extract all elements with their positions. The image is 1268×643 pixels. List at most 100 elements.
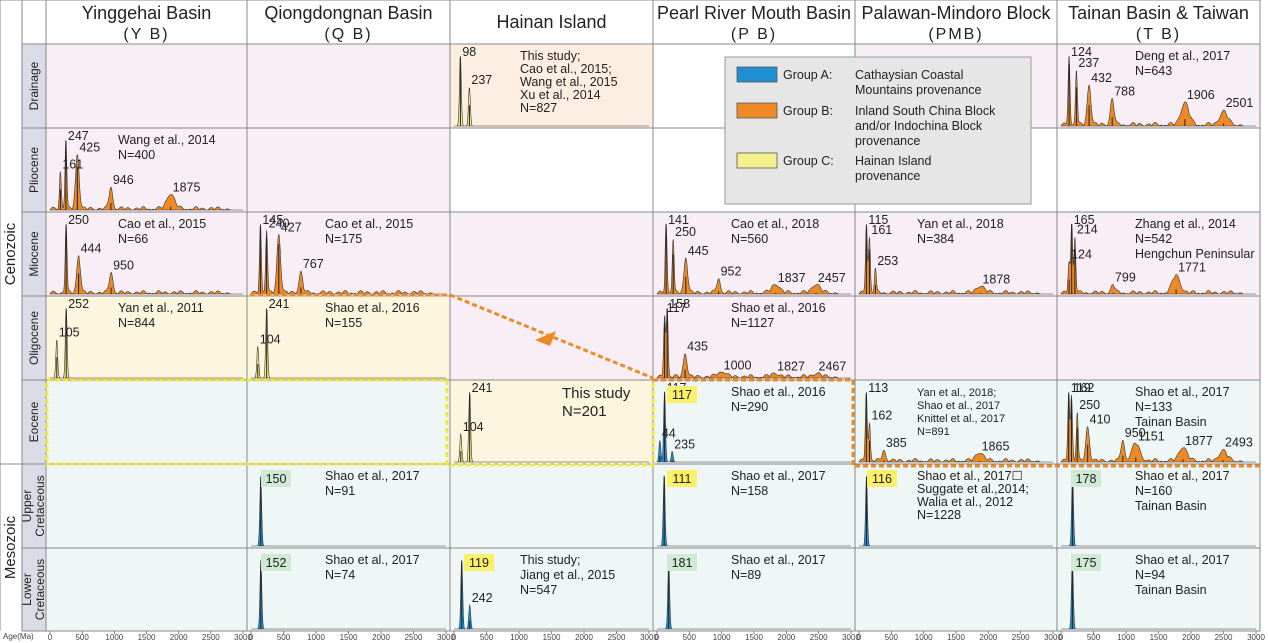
legend-swatch-group-A bbox=[736, 66, 778, 83]
kde-area-QB-upper_cretaceous bbox=[251, 476, 446, 547]
highlight-badge-PB-upper_cretaceous bbox=[667, 470, 697, 487]
peak-label: 1827 bbox=[777, 360, 805, 374]
legend-group-label: Group C: bbox=[783, 154, 834, 168]
row-label-line: Upper bbox=[20, 490, 34, 523]
peak-label: 1906 bbox=[1187, 88, 1215, 102]
reference-text: Cao et al., 2015 bbox=[325, 217, 413, 231]
reference-text: N=175 bbox=[325, 232, 362, 246]
peak-label: 214 bbox=[1077, 223, 1098, 237]
era-label-cenozoic: Cenozoic bbox=[2, 222, 19, 285]
reference-text: Knittel et al., 2017 bbox=[917, 413, 1005, 425]
cell-bg-lower_cretaceous-PMB bbox=[855, 548, 1057, 631]
reference-text: Tainan Basin bbox=[1135, 583, 1207, 597]
cell-bg-oligocene-PMB bbox=[855, 296, 1057, 380]
row-label-text: Drainage bbox=[27, 61, 41, 110]
arrow-head bbox=[535, 331, 556, 346]
column-title-YB: Yinggehai Basin bbox=[82, 3, 211, 23]
kde-area-QB-lower_cretaceous bbox=[251, 559, 446, 630]
reference-text: Xu et al., 2014 bbox=[520, 88, 601, 102]
axis-tick-label: 0 bbox=[1059, 633, 1064, 642]
legend-swatch-group-C bbox=[736, 152, 778, 169]
row-label-line: Cretaceous bbox=[33, 559, 47, 620]
text-layer: Yinggehai Basin (Y B) Qiongdongnan Basin (Q… bbox=[2, 3, 1265, 642]
peak-label: 105 bbox=[59, 326, 80, 340]
axis-tick-label: 2500 bbox=[1012, 633, 1030, 642]
peak-label: 2467 bbox=[819, 360, 847, 374]
legend-group-text: Hainan Island bbox=[855, 154, 931, 168]
peak-label: 410 bbox=[1090, 413, 1111, 427]
cell-bg-eocene-HI bbox=[450, 380, 653, 464]
era-label-bg bbox=[0, 44, 22, 631]
highlight-badge-TB-lower_cretaceous bbox=[1071, 554, 1101, 571]
reference-text: Tainan Basin bbox=[1135, 499, 1207, 513]
column-subtitle-QB: (Q B) bbox=[324, 26, 372, 43]
cell-bg-lower_cretaceous-YB bbox=[46, 548, 247, 631]
reference-text: Shao et al., 2017 bbox=[917, 400, 1000, 412]
peak-label: 162 bbox=[1074, 381, 1095, 395]
kde-area-YB-oligocene bbox=[50, 308, 243, 379]
reference-text: N=94 bbox=[1135, 568, 1165, 582]
cell-bg-pliocene-HI bbox=[450, 128, 653, 212]
column-title-PMB: Palawan-Mindoro Block bbox=[861, 3, 1051, 23]
peak-label: 767 bbox=[303, 257, 324, 271]
reference-text: N=91 bbox=[325, 484, 355, 498]
axis-tick-label: 1500 bbox=[947, 633, 965, 642]
kde-area-HI-drainage bbox=[454, 56, 649, 127]
kde-area-YB-miocene bbox=[49, 224, 243, 295]
kde-area-TB-drainage bbox=[1060, 56, 1256, 127]
kde-area-HI-lower_cretaceous bbox=[454, 559, 649, 630]
axis-tick-label: 3000 bbox=[437, 633, 455, 642]
peak-label: 240 bbox=[269, 216, 290, 230]
highlight-badge-text: 175 bbox=[1076, 556, 1097, 570]
reference-text: Shao et al., 2017 bbox=[325, 469, 420, 483]
reference-text: N=891 bbox=[917, 426, 950, 438]
column-subtitle-PB: (P B) bbox=[731, 26, 777, 43]
kde-area-TB-lower_cretaceous bbox=[1061, 559, 1256, 630]
peak-label: 950 bbox=[113, 258, 134, 272]
row-label-miocene: Miocene bbox=[27, 231, 41, 277]
peak-label: 425 bbox=[79, 141, 100, 155]
dashed-outline-orange bbox=[653, 378, 1260, 468]
peak-label: 435 bbox=[687, 340, 708, 354]
peak-label: 952 bbox=[721, 265, 742, 279]
kde-area-PB-oligocene bbox=[656, 308, 851, 379]
cell-bg-drainage-HI bbox=[450, 44, 653, 128]
reference-text: Cao et al., 2018 bbox=[731, 217, 819, 231]
highlight-badge-PB-eocene bbox=[667, 386, 697, 403]
reference-text: N=542 bbox=[1135, 232, 1172, 246]
axis-tick-label: 2500 bbox=[1215, 633, 1233, 642]
peak-label: 2457 bbox=[818, 271, 846, 285]
peak-label: 445 bbox=[688, 244, 709, 258]
reference-text: Cao et al., 2015; bbox=[520, 62, 612, 76]
axis-tick-label: 2000 bbox=[1182, 633, 1200, 642]
peak-label: 104 bbox=[463, 420, 484, 434]
reference-text: This study; bbox=[520, 49, 580, 63]
highlight-badge-PMB-upper_cretaceous bbox=[867, 470, 897, 487]
row-label-text: Miocene bbox=[27, 231, 41, 277]
reference-text: N=827 bbox=[520, 101, 557, 115]
era-label-text: Mesozoic bbox=[2, 515, 19, 579]
column-title-HI: Hainan Island bbox=[496, 12, 606, 32]
reference-text: Zhang et al., 2014 bbox=[1135, 217, 1236, 231]
reference-text: Deng et al., 2017 bbox=[1135, 49, 1230, 63]
dashed-outline-yellow-hainan bbox=[445, 380, 655, 467]
reference-text: N=560 bbox=[731, 232, 768, 246]
reference-text: N=844 bbox=[118, 316, 155, 330]
reference-text: N=158 bbox=[731, 484, 768, 498]
highlight-badge-QB-upper_cretaceous bbox=[261, 470, 291, 487]
reference-text: This study; bbox=[520, 553, 580, 567]
axis-tick-label: 2500 bbox=[810, 633, 828, 642]
reference-text: Shao et al., 2016 bbox=[731, 385, 826, 399]
row-label-drainage: Drainage bbox=[27, 61, 41, 110]
row-label-upper_cretaceous: Upper Cretaceous bbox=[20, 475, 47, 536]
reference-text: N=1228 bbox=[917, 508, 961, 522]
axis-tick-label: 1500 bbox=[138, 633, 156, 642]
era-label-text: Cenozoic bbox=[2, 222, 19, 285]
row-label-lower_cretaceous: Lower Cretaceous bbox=[20, 559, 47, 620]
cell-bg-drainage-YB bbox=[46, 44, 247, 128]
peak-label: 2493 bbox=[1225, 435, 1253, 449]
legend-group-text: Mountains provenance bbox=[855, 83, 982, 97]
peak-label: 113 bbox=[868, 381, 888, 395]
axis-tick-label: 500 bbox=[885, 633, 899, 642]
